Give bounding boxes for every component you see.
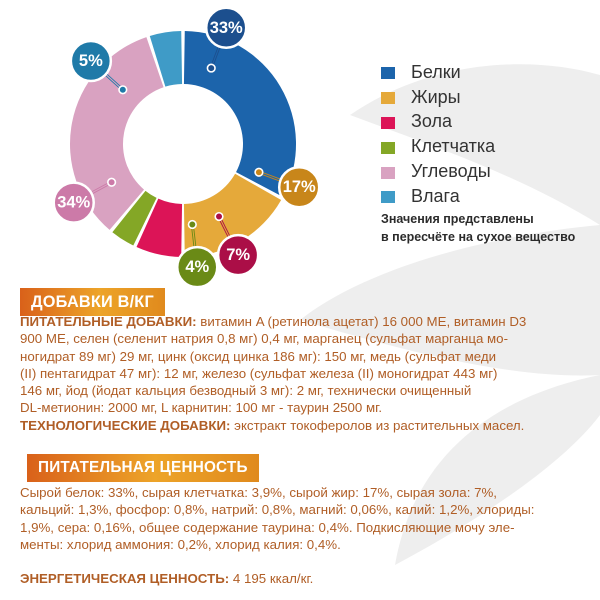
svg-text:34%: 34%: [57, 194, 90, 212]
svg-text:17%: 17%: [283, 178, 316, 196]
svg-text:7%: 7%: [226, 246, 250, 264]
svg-text:4%: 4%: [185, 258, 209, 276]
svg-text:5%: 5%: [79, 52, 103, 70]
svg-text:33%: 33%: [210, 19, 243, 37]
